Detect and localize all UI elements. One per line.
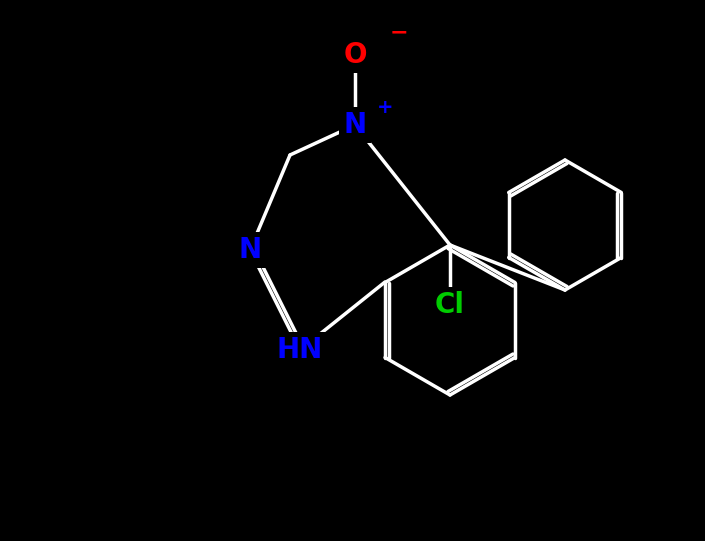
Text: N: N (343, 111, 367, 139)
Text: −: − (390, 22, 409, 42)
Text: HN: HN (277, 336, 323, 364)
Text: Cl: Cl (435, 291, 465, 319)
Text: N: N (238, 236, 262, 264)
Text: +: + (377, 98, 393, 117)
Text: O: O (343, 41, 367, 69)
